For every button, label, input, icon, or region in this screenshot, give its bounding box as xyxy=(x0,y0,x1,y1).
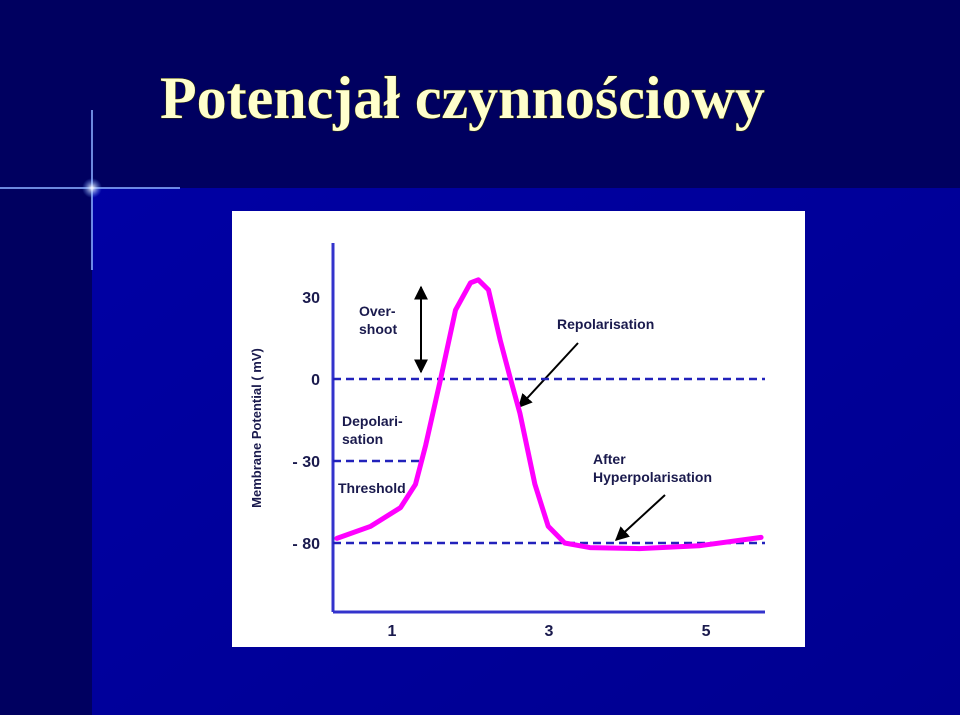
chart-area xyxy=(232,211,805,647)
y-tick-label: - 30 xyxy=(292,454,320,471)
y-tick-label: - 80 xyxy=(292,536,320,553)
annotation: Over-shoot xyxy=(359,303,397,337)
y-tick-label: 0 xyxy=(311,372,320,389)
flare xyxy=(82,178,102,198)
y-tick-label: 30 xyxy=(302,290,320,307)
y-axis-label: Membrane Potential ( mV) xyxy=(249,348,264,508)
annotation: Depolari-sation xyxy=(342,413,403,447)
x-tick-label: 1 xyxy=(387,623,396,640)
slide-title: Potencjał czynnościowy xyxy=(160,65,765,131)
x-tick-label: 5 xyxy=(702,623,711,640)
arrow xyxy=(518,342,579,409)
annotation: After Hyperpolarisation xyxy=(593,451,712,485)
line-series xyxy=(334,277,764,552)
arrow xyxy=(614,494,666,541)
top-band xyxy=(0,0,960,188)
annotation: Threshold xyxy=(338,480,406,496)
annotation: Repolarisation xyxy=(557,316,654,332)
left-band xyxy=(0,0,92,715)
x-tick-label: 3 xyxy=(545,623,554,640)
